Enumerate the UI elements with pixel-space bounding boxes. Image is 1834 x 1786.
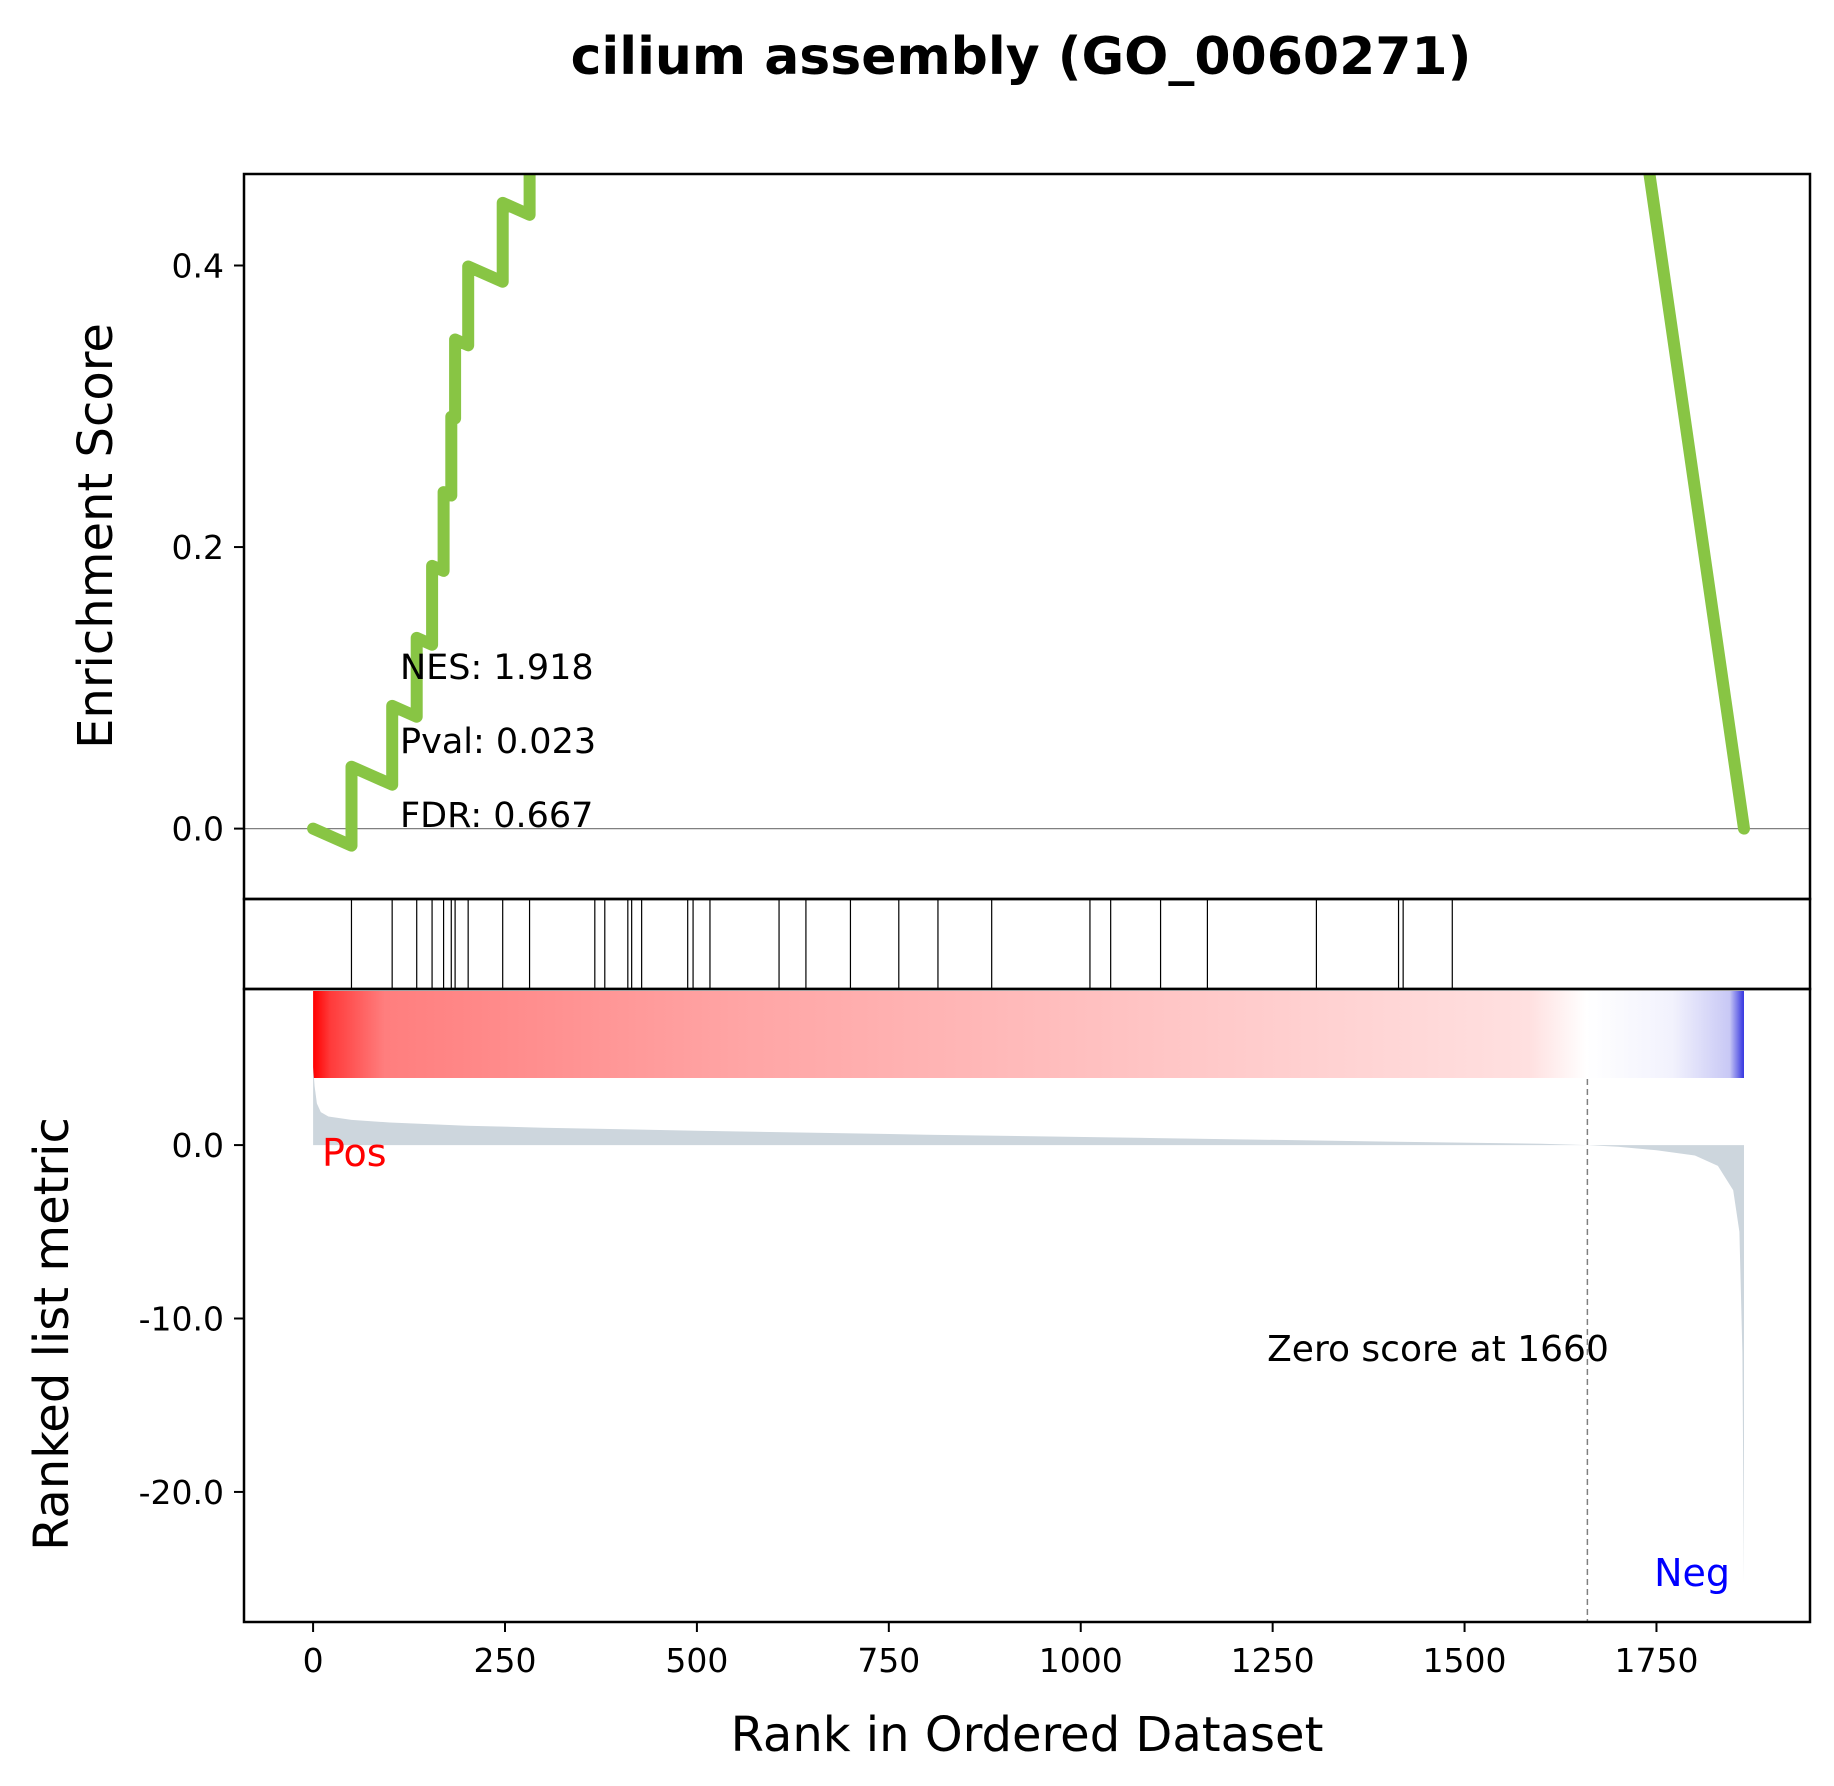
x-tick-label: 0 (303, 1641, 324, 1680)
ranked-metric-panel: 0.0 -10.0 -20.0 Pos Neg Zero score at 1660… (24, 987, 1812, 1624)
neg-label: Neg (1654, 1551, 1730, 1595)
x-tick-label: 1000 (1039, 1641, 1123, 1680)
enrichment-score-line (307, 174, 1750, 852)
es-y-tick-label: 0.2 (172, 528, 224, 567)
es-y-ticks: 0.0 0.2 0.4 (172, 247, 244, 849)
es-panel-frame (242, 172, 1812, 901)
ranked-metric-area (313, 1067, 1745, 1584)
hits-panel (242, 897, 1812, 991)
x-tick-label: 1250 (1231, 1641, 1315, 1680)
gene-hits (350, 899, 1453, 989)
metric-panel-frame (242, 987, 1812, 1624)
x-axis-label: Rank in Ordered Dataset (731, 1707, 1324, 1763)
metric-y-tick-label: -20.0 (139, 1473, 224, 1512)
x-axis-ticks: 0 250 500 750 1000 1250 1500 1750 (303, 1622, 1698, 1680)
chart-title: cilium assembly (GO_0060271) (571, 27, 1472, 87)
es-y-tick-label: 0.0 (172, 810, 224, 849)
nes-label: NES: 1.918 (400, 648, 594, 688)
fdr-label: FDR: 0.667 (400, 796, 593, 836)
x-tick-label: 750 (857, 1641, 920, 1680)
rank-color-bar (313, 991, 1744, 1078)
pval-label: Pval: 0.023 (400, 722, 596, 762)
metric-y-tick-label: -10.0 (139, 1300, 224, 1339)
x-tick-label: 1500 (1423, 1641, 1507, 1680)
zero-score-label: Zero score at 1660 (1267, 1329, 1609, 1370)
metric-y-ticks: 0.0 -10.0 -20.0 (139, 1126, 244, 1512)
x-tick-label: 500 (665, 1641, 728, 1680)
es-y-axis-label: Enrichment Score (68, 323, 124, 749)
metric-y-axis-label: Ranked list metric (24, 1117, 80, 1551)
hits-panel-frame (242, 897, 1812, 991)
es-y-tick-label: 0.4 (172, 247, 224, 286)
enrichment-panel: 0.0 0.2 0.4 NES: 1.918 Pval: 0.023 FDR: 0.… (68, 172, 1812, 901)
metric-y-tick-label: 0.0 (172, 1126, 224, 1165)
x-tick-label: 250 (474, 1641, 537, 1680)
x-tick-label: 1750 (1614, 1641, 1698, 1680)
pos-label: Pos (322, 1131, 387, 1175)
